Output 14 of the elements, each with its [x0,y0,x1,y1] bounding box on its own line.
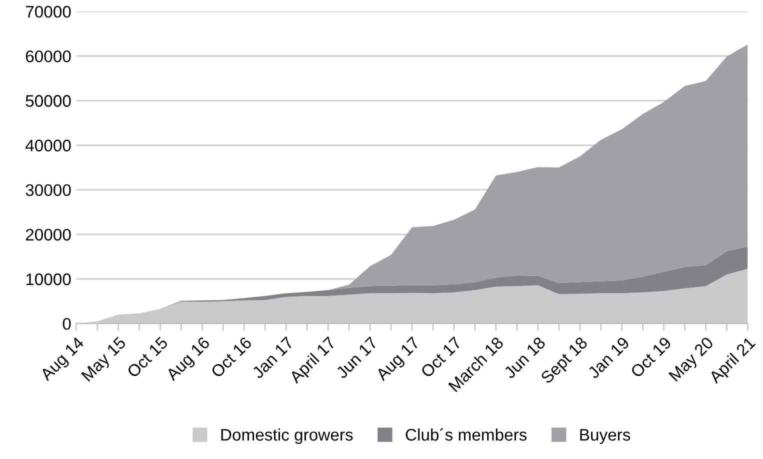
legend-label: Buyers [580,429,630,444]
x-tick-label: Jan 19 [586,336,630,380]
y-tick-label: 20000 [26,228,71,241]
y-tick-label: 60000 [26,50,71,62]
y-tick-label: 70000 [26,6,71,18]
y-tick-label: 10000 [26,273,71,286]
legend-label: Club´s members [406,428,527,441]
x-tick-label: Oct 16 [210,336,252,378]
x-tick-label: Oct 15 [126,336,168,378]
y-tick-label: 40000 [25,140,71,152]
y-tick-label: 0 [62,318,71,330]
y-tick-label: 30000 [26,184,71,196]
y-tick-label: 50000 [26,95,71,107]
legend-label: Domestic growers [221,428,353,444]
